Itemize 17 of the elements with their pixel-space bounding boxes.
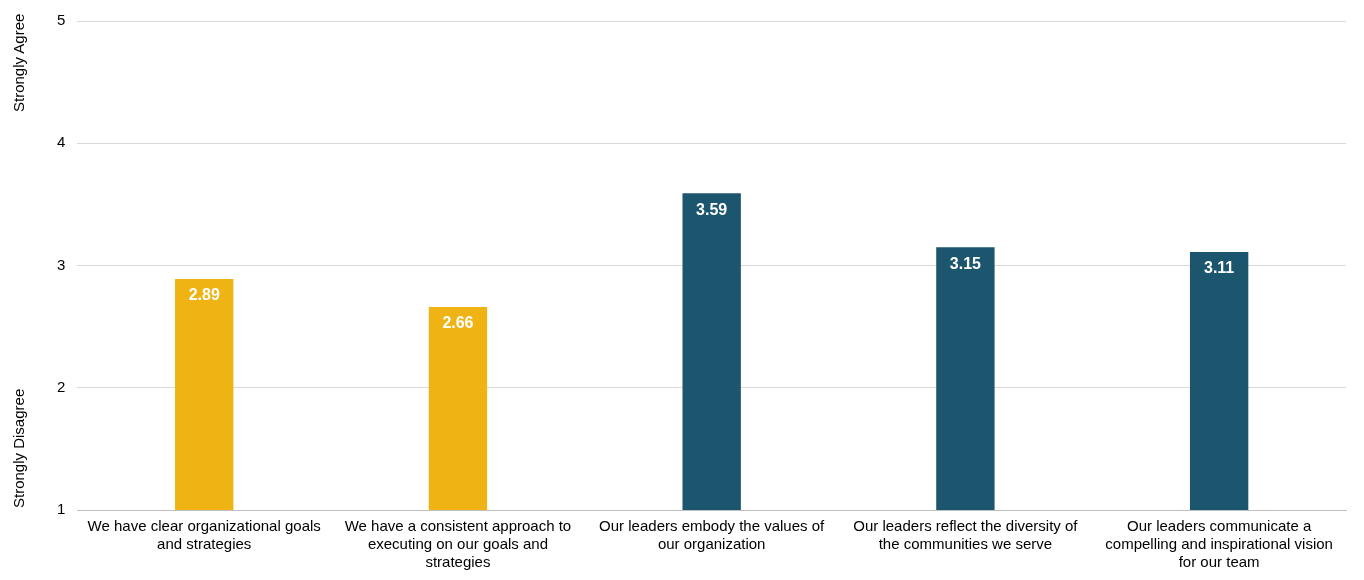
- y-tick-label: 4: [57, 133, 66, 151]
- y-tick-label: 1: [57, 500, 66, 518]
- text: Strongly Agree: [10, 13, 27, 112]
- data-label: 3.15: [949, 254, 982, 272]
- data-label: 3.11: [1204, 259, 1235, 277]
- x-tick-label: Our leaders communicate a compelling and inspirational vision for our team: [1105, 517, 1333, 571]
- x-tick-label: We have clear organizational goals and strategies: [87, 517, 321, 553]
- x-tick-label: Our leaders reflect the diversity of the communities we serve: [853, 517, 1079, 553]
- y-tick-label: 2: [57, 377, 66, 395]
- x-tick-label: Our leaders embody the values of our organization: [599, 517, 826, 553]
- y-tick-label: 5: [57, 11, 66, 29]
- data-label: 2.66: [442, 314, 474, 332]
- data-label: 2.89: [188, 286, 220, 304]
- text: Strongly Disagree: [10, 388, 27, 508]
- y-tick-label: 3: [57, 255, 66, 273]
- data-label: 3.59: [696, 200, 728, 218]
- x-tick-label: We have a consistent approach to executing on our goals and strategies: [344, 517, 572, 571]
